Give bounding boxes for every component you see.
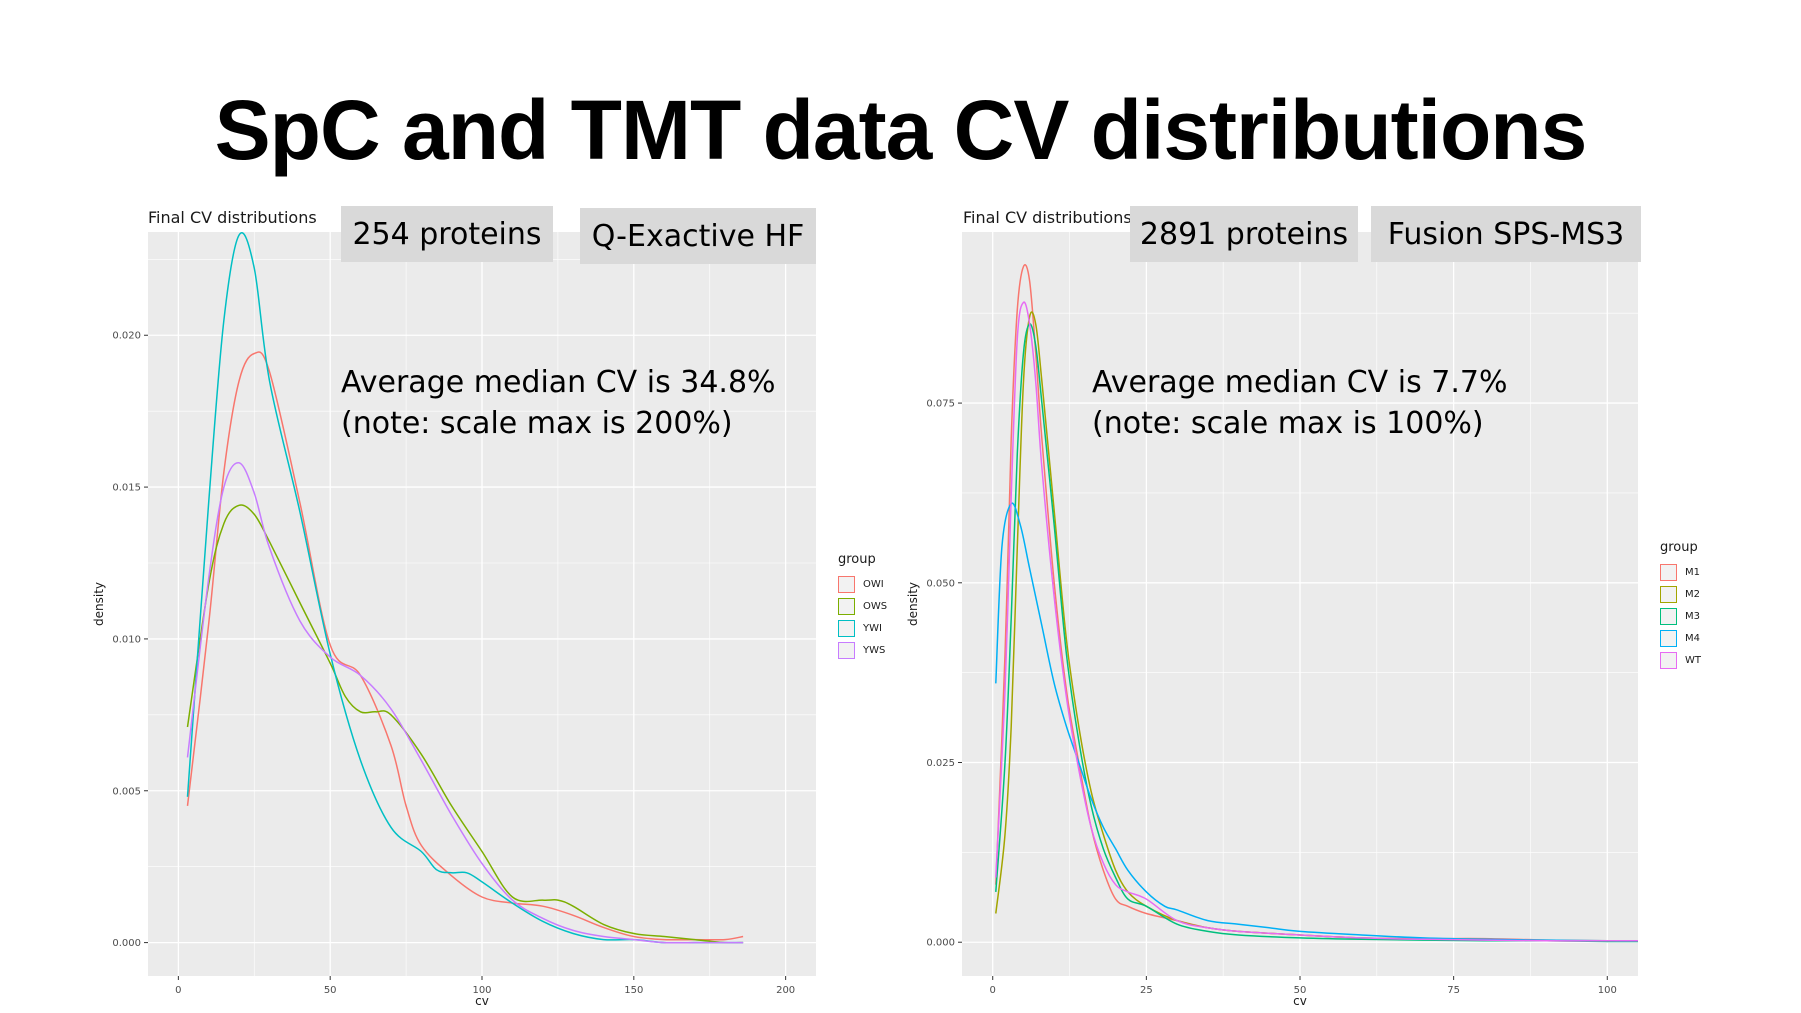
legend-title: group (838, 552, 876, 567)
legend-label: YWS (863, 644, 886, 656)
chart-title: Final CV distributions (963, 208, 1132, 227)
series-line-m4 (995, 502, 1638, 942)
median-cv-annotation: Average median CV is 7.7% (note: scale m… (1092, 362, 1507, 444)
legend-key (1660, 563, 1677, 581)
x-axis-label: cv (475, 994, 489, 1008)
x-tick-label: 25 (1140, 985, 1153, 996)
series-line-m3 (995, 323, 1638, 943)
median-cv-annotation: Average median CV is 34.8% (note: scale … (341, 362, 776, 444)
instrument-box: Q-Exactive HF (580, 208, 816, 264)
series-line-ows (186, 504, 744, 944)
legend-key (838, 575, 855, 593)
annotation-line-2: (note: scale max is 100%) (1092, 406, 1484, 441)
legend-item-m2: M2 (1660, 583, 1701, 605)
y-tick-label: 0.020 (112, 331, 141, 342)
x-tick-label: 200 (776, 985, 795, 996)
y-axis-label: density (906, 582, 920, 626)
x-tick-label: 0 (175, 985, 181, 996)
legend-item-m4: M4 (1660, 627, 1701, 649)
x-tick-label: 0 (990, 985, 996, 996)
legend-label: OWS (863, 600, 888, 612)
protein-count-box: 2891 proteins (1130, 206, 1358, 262)
x-tick-label: 75 (1447, 985, 1460, 996)
series-line-yws (186, 462, 744, 944)
y-tick-label: 0.000 (926, 938, 955, 949)
x-tick-label: 100 (1598, 985, 1617, 996)
legend-key (838, 597, 855, 615)
x-tick-label: 50 (1294, 985, 1307, 996)
slide-title: SpC and TMT data CV distributions (214, 83, 1588, 177)
series-line-ywi (186, 232, 744, 944)
legend-key (838, 641, 855, 659)
legend-label: WT (1685, 654, 1701, 666)
y-axis-label: density (92, 582, 106, 626)
x-tick-label: 150 (624, 985, 643, 996)
chart-legend: group OWI OWS YWI YWS (838, 552, 887, 661)
legend-item-m3: M3 (1660, 605, 1701, 627)
legend-title: group (1660, 540, 1698, 555)
annotation-line-1: Average median CV is 34.8% (341, 365, 776, 400)
legend-key (838, 619, 855, 637)
legend-key (1660, 607, 1677, 625)
chart-legend: group M1 M2 M3 M4 WT (1660, 540, 1701, 671)
y-tick-label: 0.050 (926, 578, 955, 589)
legend-item-ywi: YWI (838, 617, 887, 639)
chart-title: Final CV distributions (148, 208, 317, 227)
legend-label: M2 (1685, 588, 1700, 600)
legend-key (1660, 629, 1677, 647)
legend-key (1660, 651, 1677, 669)
y-tick-label: 0.005 (112, 786, 141, 797)
annotation-line-1: Average median CV is 7.7% (1092, 365, 1508, 400)
y-tick-label: 0.010 (112, 634, 141, 645)
legend-item-ows: OWS (838, 595, 887, 617)
y-tick-label: 0.025 (926, 758, 955, 769)
instrument-box: Fusion SPS-MS3 (1371, 206, 1641, 262)
legend-label: M3 (1685, 610, 1700, 622)
protein-count-box: 254 proteins (341, 206, 553, 262)
legend-item-owi: OWI (838, 573, 887, 595)
x-tick-label: 50 (324, 985, 337, 996)
y-tick-label: 0.015 (112, 483, 141, 494)
legend-label: OWI (863, 578, 884, 590)
legend-item-yws: YWS (838, 639, 887, 661)
legend-label: M1 (1685, 566, 1700, 578)
y-tick-label: 0.075 (926, 399, 955, 410)
x-axis-label: cv (1293, 994, 1307, 1008)
y-tick-label: 0.000 (112, 938, 141, 949)
annotation-line-2: (note: scale max is 200%) (341, 406, 733, 441)
legend-item-wt: WT (1660, 649, 1701, 671)
legend-label: M4 (1685, 632, 1700, 644)
legend-item-m1: M1 (1660, 561, 1701, 583)
x-tick-label: 100 (472, 985, 491, 996)
legend-key (1660, 585, 1677, 603)
series-line-owi (186, 351, 744, 941)
series-line-wt (995, 301, 1638, 942)
legend-label: YWI (863, 622, 882, 634)
